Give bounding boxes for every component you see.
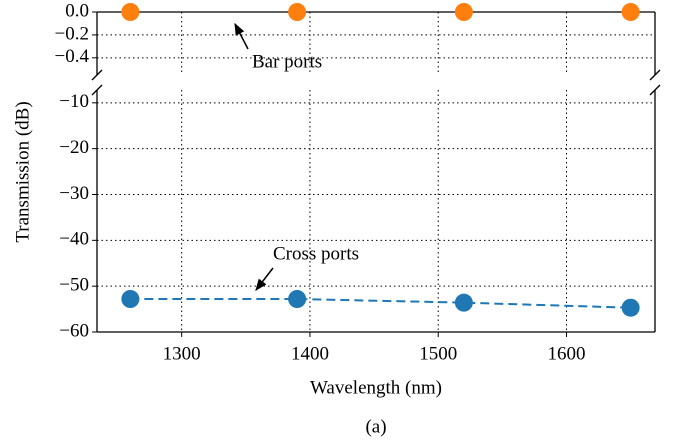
y-tick-label: −30	[59, 183, 89, 204]
axis-break	[649, 84, 661, 96]
y-tick-label: −0.4	[55, 46, 90, 67]
annotation-arrow	[234, 22, 249, 50]
axis-break	[91, 69, 103, 81]
y-tick-label: −60	[59, 320, 89, 341]
annotation: Bar ports	[252, 51, 322, 72]
axis-break	[91, 84, 103, 96]
y-tick-label: −50	[59, 275, 89, 296]
y-tick-label: −40	[59, 229, 89, 250]
y-axis-label: Transmission (dB)	[12, 101, 33, 242]
annotation-arrow	[255, 267, 274, 291]
data-point	[621, 298, 640, 317]
caption: (a)	[365, 416, 386, 437]
x-tick-label: 1400	[291, 343, 329, 364]
x-axis-label: Wavelength (nm)	[310, 377, 442, 398]
data-point	[288, 290, 307, 308]
data-point	[121, 3, 140, 21]
x-tick-label: 1600	[547, 343, 585, 364]
data-point	[288, 3, 307, 21]
data-point	[621, 3, 640, 21]
axis-break	[649, 69, 661, 81]
x-tick-label: 1300	[163, 343, 201, 364]
y-tick-label: −10	[59, 91, 89, 112]
y-tick-label: −0.2	[55, 23, 89, 44]
annotation: Cross ports	[273, 243, 359, 264]
y-tick-label: 0.0	[65, 0, 89, 21]
data-point	[454, 293, 473, 312]
series-line	[130, 298, 631, 309]
data-point	[454, 3, 473, 21]
x-tick-label: 1500	[419, 343, 457, 364]
data-point	[121, 290, 140, 308]
y-tick-label: −20	[59, 137, 89, 158]
